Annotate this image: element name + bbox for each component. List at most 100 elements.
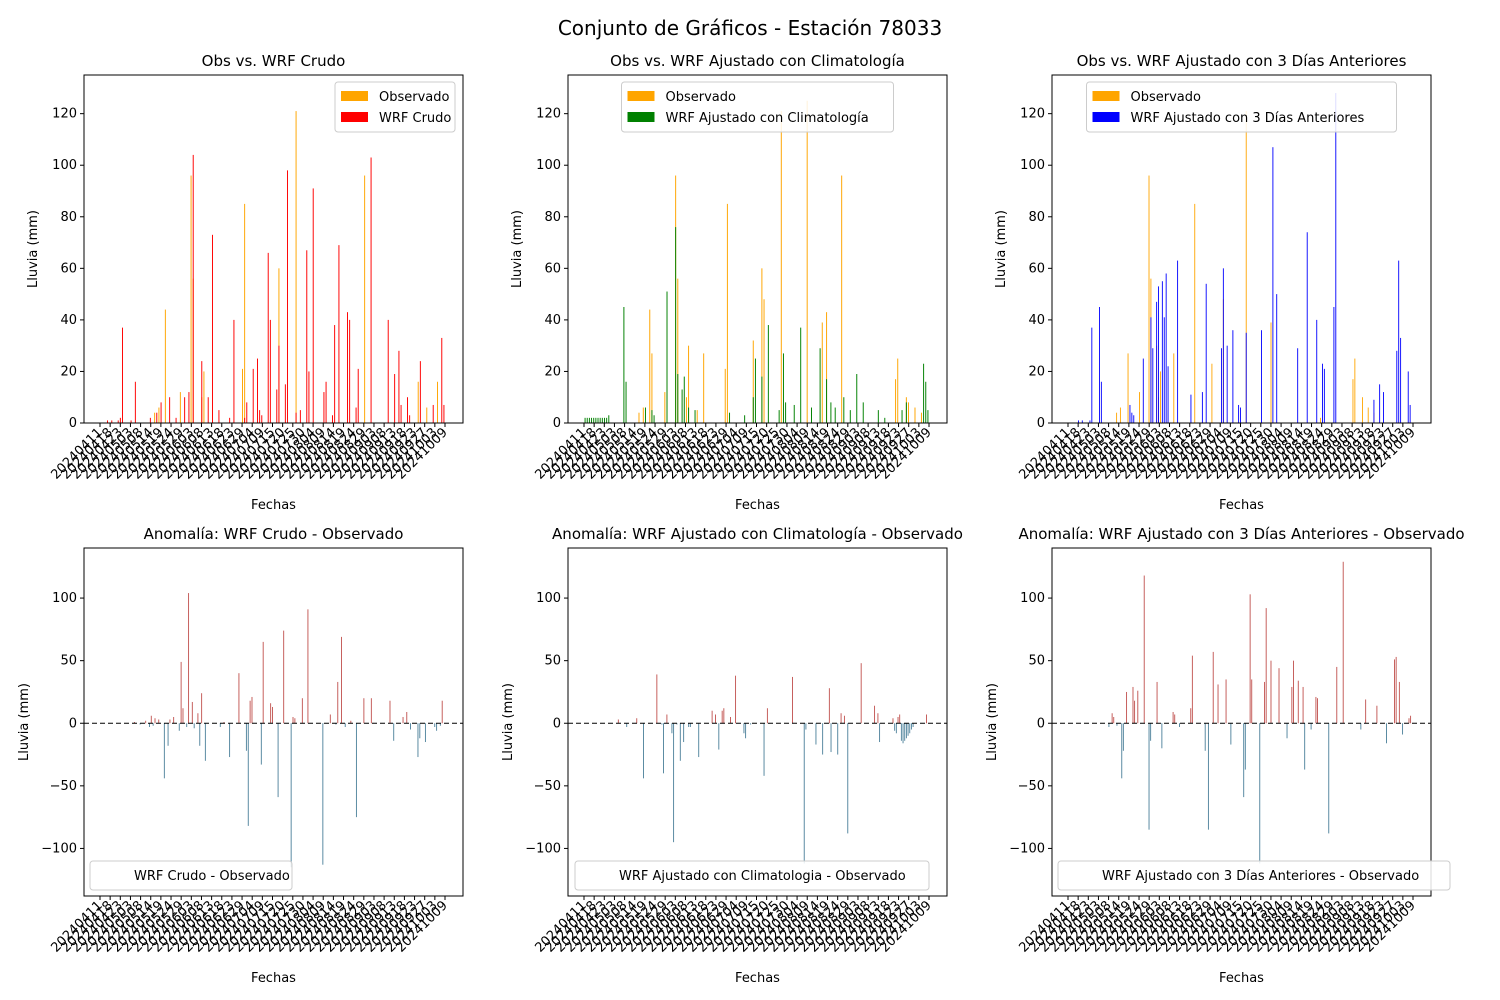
bar	[806, 100, 808, 423]
bar	[822, 723, 824, 755]
bar	[1211, 363, 1213, 423]
legend-label: WRF Crudo	[379, 111, 451, 126]
bar	[909, 723, 911, 734]
bar	[193, 723, 195, 729]
bar	[1306, 232, 1308, 423]
bar	[1297, 348, 1299, 423]
bar	[735, 675, 737, 724]
bar	[676, 723, 678, 725]
bar	[782, 353, 784, 423]
bar	[1167, 366, 1169, 423]
bar	[323, 392, 325, 423]
bar	[180, 661, 182, 724]
bar	[766, 708, 768, 724]
bar	[715, 714, 716, 724]
bar	[1165, 273, 1167, 423]
y-tick-label: −50	[50, 779, 77, 794]
bar	[1360, 723, 1362, 730]
bar	[246, 402, 248, 423]
bar	[439, 723, 441, 726]
bar	[856, 374, 858, 423]
bar	[785, 402, 787, 423]
legend-swatch	[341, 112, 368, 122]
bar	[730, 716, 731, 724]
bar	[1100, 381, 1102, 423]
bar	[150, 715, 152, 724]
bar	[349, 319, 351, 423]
bar	[601, 417, 603, 423]
chart-title: Obs vs. WRF Ajustado con Climatología	[610, 52, 905, 70]
bar	[1328, 723, 1330, 834]
bar	[841, 175, 843, 423]
bar	[902, 723, 904, 744]
bar	[626, 723, 628, 728]
bar	[434, 723, 436, 728]
y-tick-label: 120	[1020, 107, 1045, 122]
bar	[111, 420, 113, 423]
bar	[677, 374, 679, 423]
bar	[169, 719, 171, 724]
bar	[277, 723, 279, 798]
bar	[793, 404, 795, 423]
bar	[1078, 420, 1079, 423]
bar	[1163, 317, 1165, 423]
bar	[301, 698, 303, 724]
legend: WRF Crudo - Observado	[89, 860, 293, 891]
bar	[145, 720, 147, 724]
legend-label: Observado	[666, 90, 737, 105]
bar	[860, 663, 862, 724]
bar	[223, 722, 225, 724]
bar	[683, 723, 685, 743]
series-1	[107, 154, 445, 424]
bar	[1204, 723, 1206, 751]
bar	[267, 252, 269, 423]
bar	[698, 723, 700, 758]
bar	[363, 698, 365, 724]
bar	[186, 723, 188, 728]
bar	[608, 415, 610, 423]
bar	[219, 723, 221, 728]
legend-label: WRF Crudo - Observado	[134, 869, 290, 884]
bar	[344, 723, 346, 728]
legend-swatch	[341, 91, 368, 101]
bar	[1111, 713, 1113, 724]
bar	[653, 415, 655, 423]
bar	[350, 720, 352, 724]
bar	[355, 723, 357, 818]
bar	[1270, 660, 1272, 724]
bar	[744, 415, 746, 423]
bar	[398, 350, 400, 423]
bar	[364, 175, 366, 423]
legend-swatch	[1092, 112, 1120, 122]
bar	[244, 417, 246, 423]
bar	[1261, 330, 1262, 423]
bar	[417, 723, 419, 758]
bar	[283, 630, 285, 724]
bar	[387, 319, 389, 423]
bar	[591, 417, 593, 423]
bar	[229, 417, 231, 423]
bar	[1259, 723, 1261, 864]
bar	[1379, 384, 1381, 423]
bar	[884, 417, 886, 423]
bar	[1142, 358, 1144, 423]
bar	[899, 714, 901, 724]
y-tick-label: 80	[1028, 210, 1045, 225]
bar	[1398, 260, 1400, 423]
bar	[1225, 679, 1227, 724]
y-tick-label: 40	[60, 313, 77, 328]
bar	[1179, 723, 1180, 728]
y-axis-label: Lluvia (mm)	[501, 683, 516, 761]
bar	[673, 723, 675, 843]
bar	[837, 723, 839, 755]
bar	[1137, 690, 1139, 724]
legend: Observado WRF Ajustado con Climatología	[621, 81, 894, 133]
bar	[441, 700, 443, 724]
bar	[1400, 337, 1402, 423]
bar	[1116, 723, 1118, 726]
y-tick-label: 100	[536, 591, 561, 606]
bar	[767, 325, 769, 423]
y-axis-label: Lluvia (mm)	[985, 683, 1000, 761]
bar	[666, 714, 668, 724]
plot-frame	[83, 74, 464, 424]
